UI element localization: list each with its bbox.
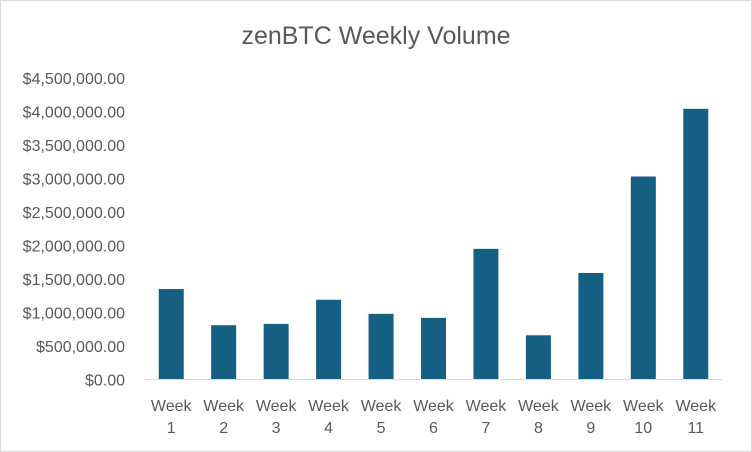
x-tick-label: Week 4 [308, 398, 350, 437]
x-tick-label-line: 7 [482, 420, 491, 437]
x-tick-label: Week 7 [466, 398, 508, 437]
x-tick-label: Week 9 [571, 398, 613, 437]
y-tick-label: $2,500,000.00 [23, 205, 125, 222]
bar-week-9 [578, 272, 604, 380]
x-tick-label-line: Week [623, 398, 665, 415]
bar-week-8 [525, 335, 551, 380]
x-tick-label-line: 3 [272, 420, 281, 437]
x-axis-ticks: Week 1 Week 2 Week 3 Week 4 Week 5 Week 6 Week 7 Week 8… [151, 398, 717, 437]
x-tick-label: Week 8 [518, 398, 560, 437]
x-tick-label: Week 5 [361, 398, 403, 437]
x-tick-label: Week 3 [256, 398, 298, 437]
x-tick-label: Week 10 [623, 398, 665, 437]
x-tick-label-line: 8 [534, 420, 543, 437]
x-tick-label: Week 11 [675, 398, 717, 437]
x-tick-label-line: Week [151, 398, 193, 415]
y-tick-label: $1,500,000.00 [23, 272, 125, 289]
x-tick-label-line: 10 [634, 420, 652, 437]
y-tick-label: $4,500,000.00 [23, 71, 125, 88]
bar-week-5 [368, 313, 394, 380]
x-tick-label-line: 5 [377, 420, 386, 437]
bar-week-3 [263, 323, 289, 380]
x-tick-label-line: Week [413, 398, 455, 415]
x-tick-label-line: 1 [167, 420, 176, 437]
x-tick-label: Week 1 [151, 398, 193, 437]
chart-title: zenBTC Weekly Volume [241, 22, 510, 50]
bar-week-7 [473, 248, 499, 380]
x-tick-label-line: Week [308, 398, 350, 415]
x-tick-label-line: 2 [219, 420, 228, 437]
x-tick-label: Week 6 [413, 398, 455, 437]
bar-week-2 [211, 325, 237, 380]
y-tick-label: $3,500,000.00 [23, 138, 125, 155]
y-axis-ticks: $0.00 $500,000.00 $1,000,000.00 $1,500,000.… [23, 71, 125, 390]
x-tick-label-line: Week [256, 398, 298, 415]
bar-week-10 [630, 176, 656, 380]
y-tick-label: $3,000,000.00 [23, 172, 125, 189]
x-tick-label-line: Week [675, 398, 717, 415]
x-tick-label-line: 9 [586, 420, 595, 437]
y-tick-label: $0.00 [85, 373, 125, 390]
x-tick-label-line: 11 [687, 420, 704, 437]
x-tick-label-line: Week [571, 398, 613, 415]
x-tick-label-line: Week [518, 398, 560, 415]
x-tick-label-line: Week [203, 398, 245, 415]
bar-week-4 [316, 299, 342, 380]
x-tick-label-line: 6 [429, 420, 438, 437]
x-tick-label: Week 2 [203, 398, 245, 437]
y-tick-label: $1,000,000.00 [23, 306, 125, 323]
x-tick-label-line: Week [466, 398, 508, 415]
x-tick-label-line: Week [361, 398, 403, 415]
bar-week-1 [158, 289, 184, 380]
y-tick-label: $4,000,000.00 [23, 105, 125, 122]
bar-week-6 [421, 317, 446, 380]
y-tick-label: $500,000.00 [36, 339, 125, 356]
x-tick-label-line: 4 [324, 420, 333, 437]
bars [158, 108, 709, 380]
bar-week-11 [683, 108, 709, 380]
y-tick-label: $2,000,000.00 [23, 239, 125, 256]
